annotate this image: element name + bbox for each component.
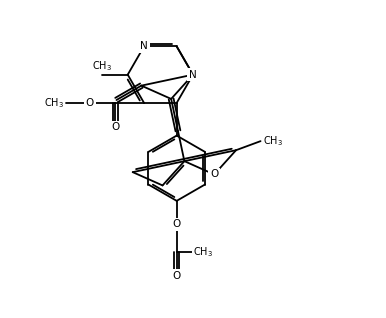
Text: S: S bbox=[190, 70, 196, 80]
Text: CH$_3$: CH$_3$ bbox=[193, 245, 213, 259]
Text: N: N bbox=[189, 70, 197, 80]
Text: O: O bbox=[173, 219, 181, 229]
Text: CH$_3$: CH$_3$ bbox=[263, 134, 283, 148]
Text: O: O bbox=[86, 98, 94, 108]
Text: O: O bbox=[210, 169, 218, 179]
Text: N: N bbox=[140, 41, 148, 52]
Text: O: O bbox=[173, 271, 181, 280]
Text: O: O bbox=[111, 122, 119, 132]
Text: CH$_3$: CH$_3$ bbox=[44, 96, 64, 110]
Text: CH$_3$: CH$_3$ bbox=[92, 59, 112, 73]
